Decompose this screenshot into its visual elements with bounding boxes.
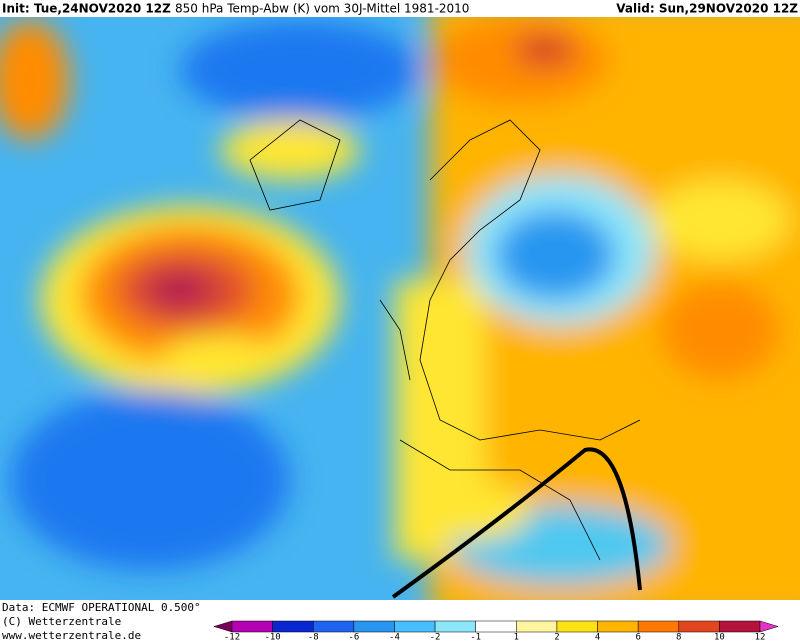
colorbar-label: -4 [389, 633, 400, 642]
colorbar-arrow [213, 620, 233, 633]
colorbar-label: 1 [514, 633, 519, 642]
colorbar-segment [231, 620, 273, 633]
colorbar-label: -1 [470, 633, 481, 642]
footer-line: (C) Wetterzentrale [2, 615, 121, 628]
colorbar-label: 4 [595, 633, 600, 642]
colorbar-segment [597, 620, 639, 633]
coastline [249, 119, 641, 561]
colorbar-segment [353, 620, 395, 633]
colorbar-label: 10 [714, 633, 725, 642]
colorbar-segment [394, 620, 436, 633]
colorbar-segment [475, 620, 517, 633]
colorbar-segment [434, 620, 476, 633]
colorbar-arrow [759, 620, 779, 633]
colorbar-label: -10 [264, 633, 280, 642]
trajectory-line [391, 447, 642, 599]
init-time: Init: Tue,24NOV2020 12Z [2, 2, 171, 16]
colorbar-label: 2 [554, 633, 559, 642]
header-band [0, 0, 800, 17]
colorbar-segment [556, 620, 598, 633]
colorbar-label: 8 [676, 633, 681, 642]
footer-line: www.wetterzentrale.de [2, 629, 141, 642]
colorbar-segment [719, 620, 761, 633]
colorbar-segment [637, 620, 680, 633]
colorbar-label: 6 [635, 633, 640, 642]
valid-time: Valid: Sun,29NOV2020 12Z [616, 2, 798, 16]
colorbar-label: 12 [755, 633, 766, 642]
colorbar-segment [516, 620, 558, 633]
colorbar-segment [272, 620, 314, 633]
colorbar-segment [312, 620, 355, 633]
colorbar: -12 -10 -8 -6 -4 -2 -1 1 2 4 6 8 10 12 [213, 620, 779, 642]
colorbar-label: -12 [224, 633, 240, 642]
colorbar-label: -2 [430, 633, 441, 642]
colorbar-label: -6 [348, 633, 359, 642]
footer-line: Data: ECMWF OPERATIONAL 0.500° [2, 601, 201, 614]
map-title: 850 hPa Temp-Abw (K) vom 30J-Mittel 1981… [175, 2, 469, 16]
colorbar-label: -8 [308, 633, 319, 642]
anomaly-map [0, 17, 800, 600]
colorbar-segment [678, 620, 720, 633]
